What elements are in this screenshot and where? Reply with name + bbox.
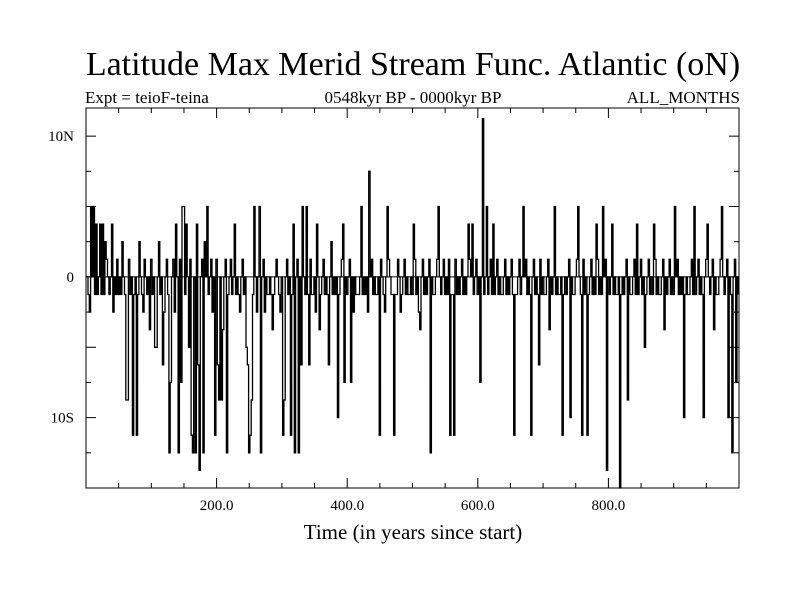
experiment-label: Expt = teioF-teina <box>85 88 209 107</box>
plot-frame <box>85 107 740 489</box>
y-tick-label: 0 <box>67 270 75 286</box>
x-tick-label: 800.0 <box>592 498 626 514</box>
x-tick-label: 200.0 <box>200 498 234 514</box>
series-line <box>86 117 739 489</box>
x-tick-label: 600.0 <box>461 498 495 514</box>
period-label: 0548kyr BP - 0000kyr BP <box>324 88 502 107</box>
chart-title: Latitude Max Merid Stream Func. Atlantic… <box>85 46 741 83</box>
x-tick-label: 400.0 <box>330 498 364 514</box>
season-label: ALL_MONTHS <box>626 88 740 107</box>
x-axis-label: Time (in years since start) <box>303 520 523 544</box>
y-tick-label: 10S <box>51 411 74 427</box>
y-tick-label: 10N <box>48 129 74 145</box>
